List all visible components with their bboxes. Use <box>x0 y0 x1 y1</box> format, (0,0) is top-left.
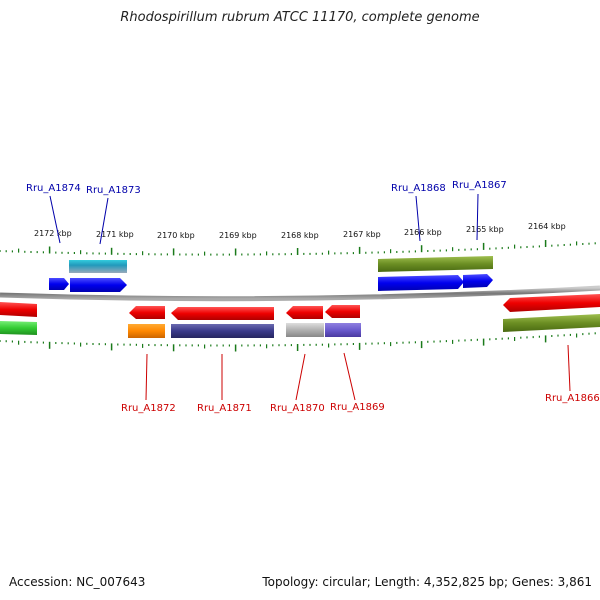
gene-feature-red-left <box>0 302 37 317</box>
gene-label-rru-a1874: Rru_A1874 <box>26 183 81 194</box>
gene-feature-rru-a1869-violet <box>325 323 361 337</box>
gene-label-rru-a1866: Rru_A1866 <box>545 393 600 404</box>
forward-strand-features <box>49 256 493 292</box>
leader-lines <box>49 193 571 401</box>
gene-feature-rru-a1872-orange <box>128 324 165 338</box>
kbp-labels: 2172 kbp 2171 kbp 2170 kbp 2169 kbp 2168… <box>34 222 566 240</box>
gene-feature-rru-a1873 <box>70 278 127 292</box>
kbp-label: 2168 kbp <box>281 231 319 240</box>
gene-label-rru-a1870: Rru_A1870 <box>270 403 325 414</box>
kbp-label: 2172 kbp <box>34 229 72 238</box>
genome-backbone <box>0 285 600 302</box>
kbp-label: 2164 kbp <box>528 222 566 231</box>
gene-feature-rru-a1874 <box>49 278 69 290</box>
gene-feature-olive-right <box>503 314 600 332</box>
gene-label-rru-a1871: Rru_A1871 <box>197 403 252 414</box>
kbp-label: 2171 kbp <box>96 230 134 239</box>
reverse-strand-features <box>0 294 600 338</box>
gene-feature-rru-a1869-red <box>325 305 360 318</box>
page-title: Rhodospirillum rubrum ATCC 11170, comple… <box>120 10 480 25</box>
gene-feature-rru-a1870-grey <box>286 323 324 337</box>
gene-feature-rru-a1868 <box>378 275 464 291</box>
kbp-label: 2165 kbp <box>466 225 504 234</box>
gene-feature-rru-a1866-red <box>503 294 600 312</box>
gene-label-rru-a1873: Rru_A1873 <box>86 185 141 196</box>
gene-label-rru-a1869: Rru_A1869 <box>330 402 385 413</box>
gene-label-rru-a1872: Rru_A1872 <box>121 403 176 414</box>
gene-label-rru-a1868: Rru_A1868 <box>391 183 446 194</box>
gene-feature-rru-a1867 <box>463 274 493 288</box>
gene-feature-rru-a1871-navy <box>171 324 274 338</box>
upper-scale-ticks <box>0 240 596 256</box>
gene-feature-rru-a1872-red <box>129 306 165 319</box>
gene-feature-rru-a1870-red <box>286 306 323 319</box>
kbp-label: 2169 kbp <box>219 231 257 240</box>
accession-text: Accession: NC_007643 <box>9 575 146 589</box>
gene-feature-rru-a1871-red <box>171 307 274 320</box>
kbp-label: 2167 kbp <box>343 230 381 239</box>
kbp-label: 2170 kbp <box>157 231 195 240</box>
lower-scale-ticks <box>0 332 596 352</box>
gene-feature-olive <box>378 256 493 272</box>
gene-labels: Rru_A1874 Rru_A1873 Rru_A1868 Rru_A1867 … <box>26 180 600 414</box>
kbp-label: 2166 kbp <box>404 228 442 237</box>
gene-label-rru-a1867: Rru_A1867 <box>452 180 507 191</box>
gene-feature-cyan <box>69 260 127 273</box>
genome-stats-text: Topology: circular; Length: 4,352,825 bp… <box>262 575 592 589</box>
gene-feature-green-left <box>0 321 37 335</box>
